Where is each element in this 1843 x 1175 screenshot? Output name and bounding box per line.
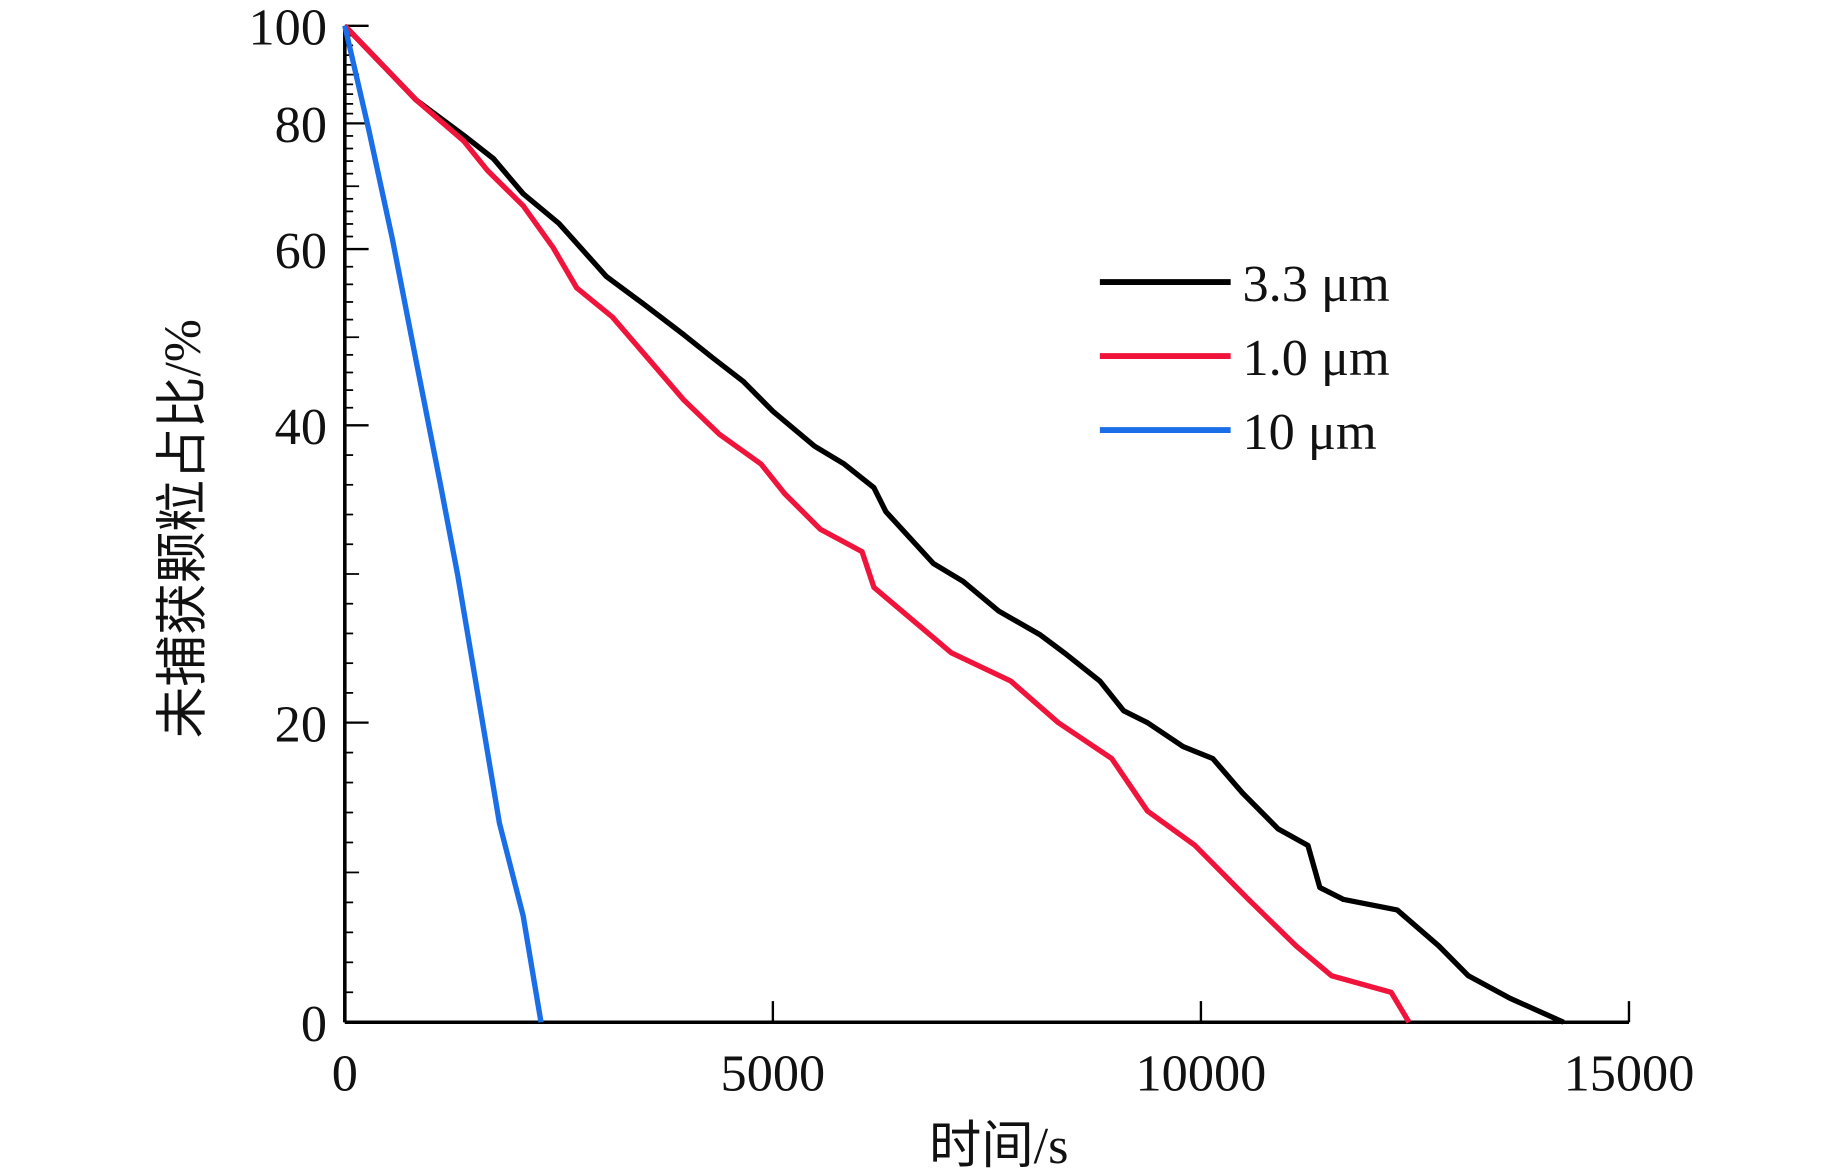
axes	[343, 25, 1629, 1025]
legend-label: 1.0 μm	[1243, 330, 1390, 387]
legend-label: 10 μm	[1243, 404, 1377, 461]
y-tick-label: 40	[275, 399, 327, 456]
y-tick-label: 20	[275, 697, 327, 754]
x-tick-label: 15000	[1564, 1046, 1695, 1103]
x-axis-label: 时间/s	[929, 1119, 1069, 1175]
x-tick-label: 0	[332, 1046, 358, 1103]
y-tick-label: 100	[249, 0, 327, 57]
y-tick-label: 0	[301, 996, 327, 1053]
y-tick-label: 60	[275, 223, 327, 280]
y-axis-label: 未捕获颗粒占比/%	[154, 319, 211, 738]
series-line-2	[342, 25, 544, 1023]
legend-label: 3.3 μm	[1243, 256, 1390, 313]
x-tick-label: 10000	[1136, 1046, 1267, 1103]
x-tick-label: 5000	[721, 1046, 826, 1103]
series-line-0	[342, 24, 1565, 1025]
series-line-1	[342, 24, 1412, 1024]
legend: 3.3 μm 1.0 μm 10 μm	[1099, 256, 1390, 461]
y-tick-label: 80	[275, 97, 327, 154]
